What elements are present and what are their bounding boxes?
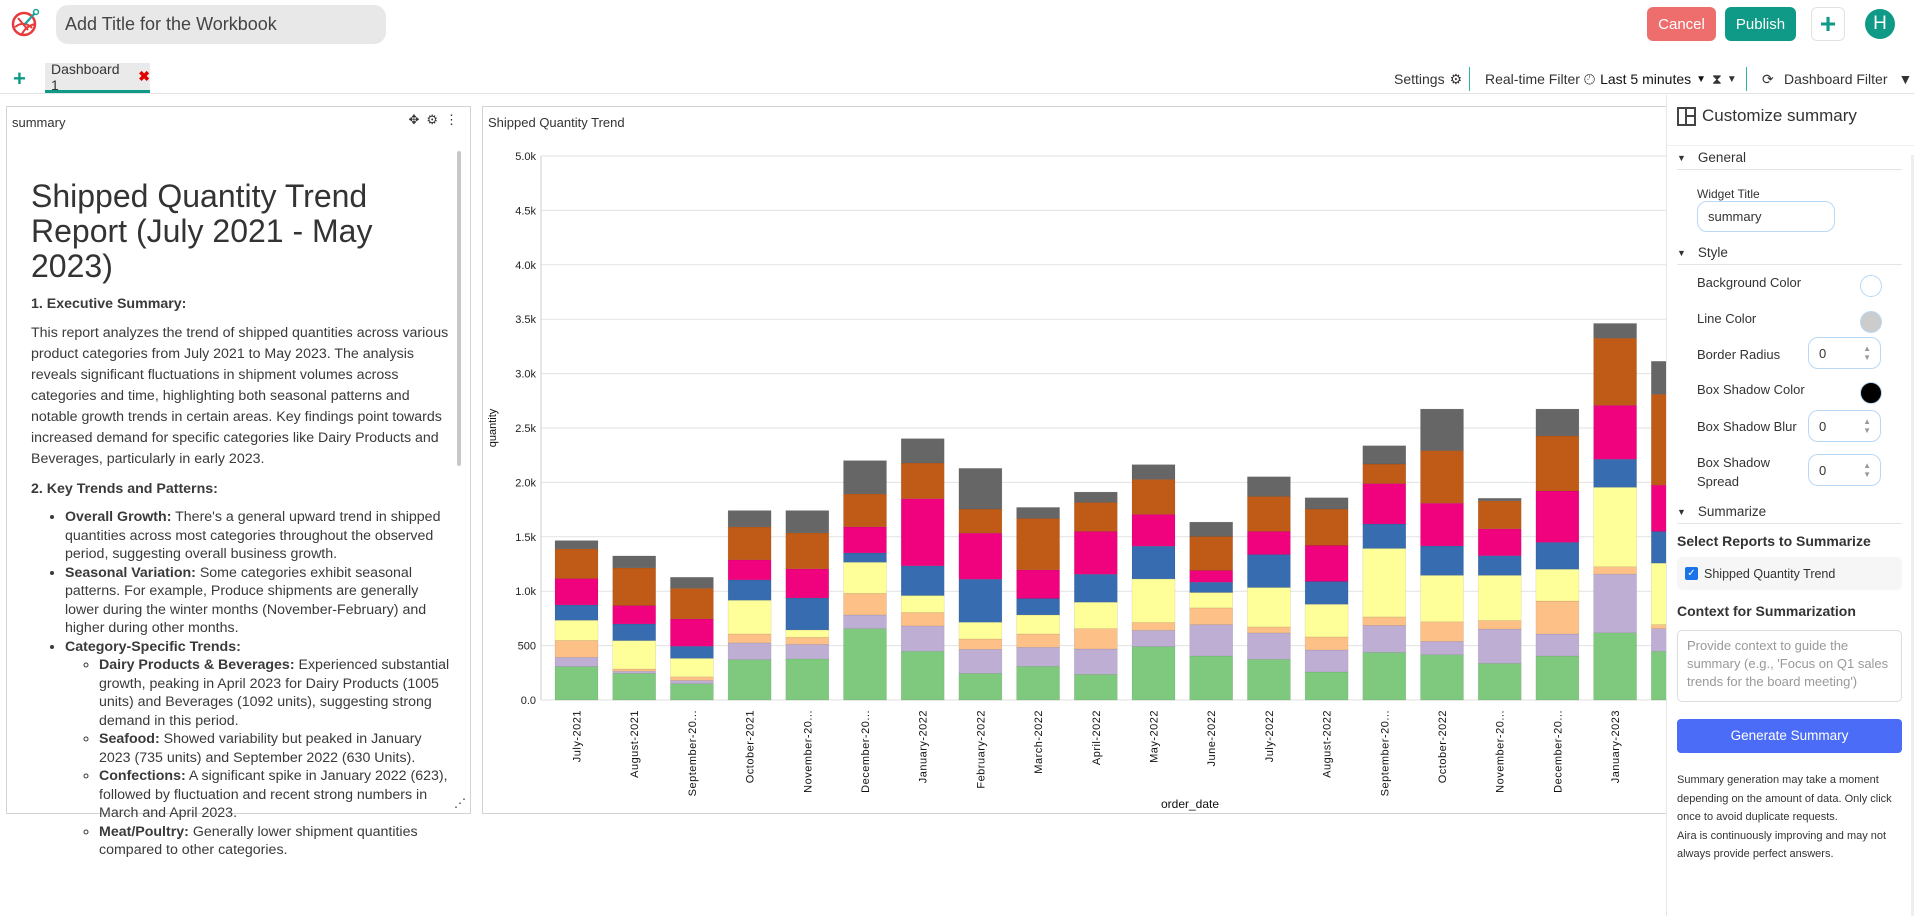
spinner-icon: ▲ ▼: [1863, 417, 1871, 435]
add-button[interactable]: +: [1811, 7, 1845, 41]
user-avatar[interactable]: H: [1865, 9, 1895, 39]
summary-widget: summary ✥ ⚙ ⋮ Shipped Quantity Trend Repor…: [6, 106, 471, 858]
settings-label: Settings: [1394, 71, 1445, 87]
report-heading: Shipped Quantity Trend Report (July 2021…: [31, 178, 373, 284]
background-color-label: Background Color: [1697, 275, 1802, 290]
summary-content: Shipped Quantity Trend Report (July 2021…: [31, 179, 451, 860]
section-heading: 2. Key Trends and Patterns:: [31, 481, 218, 497]
widget-title: summary: [12, 115, 66, 130]
time-range-dropdown[interactable]: 🕘︎ Last 5 minutes ▼: [1584, 70, 1706, 88]
aira-logo-icon: [11, 8, 40, 37]
caret-down-icon: ▼: [1726, 73, 1737, 85]
caret-down-icon: ▼: [1677, 152, 1686, 163]
trend-list: Overall Growth: There's a general upward…: [31, 508, 451, 860]
generate-summary-button[interactable]: Generate Summary: [1677, 719, 1902, 753]
caret-down-icon: ▼: [1677, 506, 1686, 517]
list-item: Category-Specific Trends: Dairy Products…: [65, 638, 451, 860]
context-textarea[interactable]: Provide context to guide the summary (e.…: [1677, 630, 1902, 702]
section-summarize[interactable]: ▼ Summarize: [1677, 504, 1902, 524]
generation-note: Summary generation may take a moment dep…: [1677, 774, 1892, 823]
hourglass-icon: ⧗: [1712, 70, 1722, 87]
background-color-swatch[interactable]: [1860, 275, 1882, 297]
spinner-icon: ▲ ▼: [1863, 461, 1871, 479]
box-shadow-color-swatch[interactable]: [1860, 382, 1882, 404]
report-option-label: Shipped Quantity Trend: [1704, 566, 1836, 581]
spinner-icon: ▲ ▼: [1863, 344, 1871, 362]
tab-dashboard-1[interactable]: Dashboard 1 ✖: [45, 60, 150, 93]
widget-title-label: Widget Title: [1697, 187, 1760, 201]
refresh-interval-dropdown[interactable]: ⧗ ▼: [1712, 70, 1737, 88]
widget-title-input[interactable]: summary: [1697, 201, 1835, 232]
context-heading: Context for Summarization: [1677, 603, 1856, 619]
executive-summary-text: This report analyzes the trend of shippe…: [31, 325, 449, 467]
box-shadow-spread-input[interactable]: 0 ▲ ▼: [1808, 454, 1881, 486]
divider: [1746, 67, 1747, 91]
close-icon[interactable]: ✖: [138, 68, 150, 84]
box-shadow-color-label: Box Shadow Color: [1697, 382, 1805, 397]
plus-icon: +: [1819, 8, 1837, 39]
refresh-icon[interactable]: ⟳: [1762, 70, 1774, 87]
divider: [1667, 145, 1914, 146]
report-option[interactable]: ✓ Shipped Quantity Trend: [1677, 557, 1902, 590]
caret-down-icon: ▼: [1677, 247, 1686, 258]
box-shadow-spread-label: Box Shadow Spread: [1697, 455, 1770, 489]
divider: [1469, 67, 1470, 91]
checkbox-checked[interactable]: ✓: [1685, 567, 1698, 580]
resize-handle[interactable]: ⋰: [454, 796, 468, 812]
section-general[interactable]: ▼ General: [1677, 150, 1902, 170]
line-color-swatch[interactable]: [1860, 311, 1882, 333]
gear-icon[interactable]: ⚙: [426, 112, 438, 127]
list-item: Seafood: Showed variability but peaked i…: [99, 730, 451, 767]
add-tab-icon[interactable]: +: [13, 66, 26, 91]
layout-icon: [1677, 106, 1696, 126]
border-radius-label: Border Radius: [1697, 347, 1781, 362]
app-logo[interactable]: [10, 8, 40, 38]
gear-icon: ⚙: [1449, 70, 1463, 87]
tab-label: Dashboard 1: [51, 60, 120, 93]
panel-title: Customize summary: [1702, 106, 1857, 125]
section-heading: 1. Executive Summary:: [31, 296, 187, 312]
widget-title: Shipped Quantity Trend: [488, 115, 625, 130]
category-list: Dairy Products & Beverages: Experienced …: [65, 656, 451, 860]
dashboard-filter-label: Dashboard Filter: [1784, 71, 1888, 87]
scrollbar[interactable]: [457, 151, 461, 466]
clock-icon: 🕘︎: [1584, 70, 1596, 87]
line-color-label: Line Color: [1697, 311, 1757, 326]
border-radius-input[interactable]: 0 ▲ ▼: [1808, 337, 1881, 369]
list-item: Seasonal Variation: Some categories exhi…: [65, 564, 451, 638]
scrollbar[interactable]: [1911, 155, 1914, 916]
list-item: Meat/Poultry: Generally lower shipment q…: [99, 823, 451, 860]
cancel-button[interactable]: Cancel: [1647, 7, 1716, 41]
time-range-value: Last 5 minutes: [1600, 71, 1692, 87]
box-shadow-blur-input[interactable]: 0 ▲ ▼: [1808, 410, 1881, 442]
box-shadow-blur-label: Box Shadow Blur: [1697, 419, 1797, 434]
more-vertical-icon[interactable]: ⋮: [445, 112, 458, 127]
chart-widget: Shipped Quantity Trend: [482, 106, 1782, 814]
panel-header: Customize summary: [1677, 106, 1857, 126]
disclaimer-note: Aira is continuously improving and may n…: [1677, 829, 1887, 861]
settings-button[interactable]: Settings ⚙: [1394, 70, 1462, 88]
customize-panel: Customize summary ▼ General Widget Title …: [1666, 95, 1914, 916]
move-icon[interactable]: ✥: [408, 112, 420, 127]
help-text: Summary generation may take a moment dep…: [1677, 771, 1902, 864]
select-reports-heading: Select Reports to Summarize: [1677, 533, 1871, 549]
dashboard-filter-button[interactable]: Dashboard Filter ▼: [1784, 70, 1912, 88]
realtime-filter-label: Real-time Filter: [1485, 71, 1580, 87]
workbook-title-input[interactable]: Add Title for the Workbook: [56, 5, 386, 44]
section-style[interactable]: ▼ Style: [1677, 245, 1902, 265]
filter-icon: ▼: [1898, 71, 1913, 87]
list-item: Confections: A significant spike in Janu…: [99, 767, 451, 823]
tab-bar: [0, 62, 1914, 94]
list-item: Dairy Products & Beverages: Experienced …: [99, 656, 451, 730]
list-item: Overall Growth: There's a general upward…: [65, 508, 451, 564]
caret-down-icon: ▼: [1696, 73, 1707, 85]
widget-actions: ✥ ⚙ ⋮: [408, 112, 458, 128]
publish-button[interactable]: Publish: [1725, 7, 1796, 41]
